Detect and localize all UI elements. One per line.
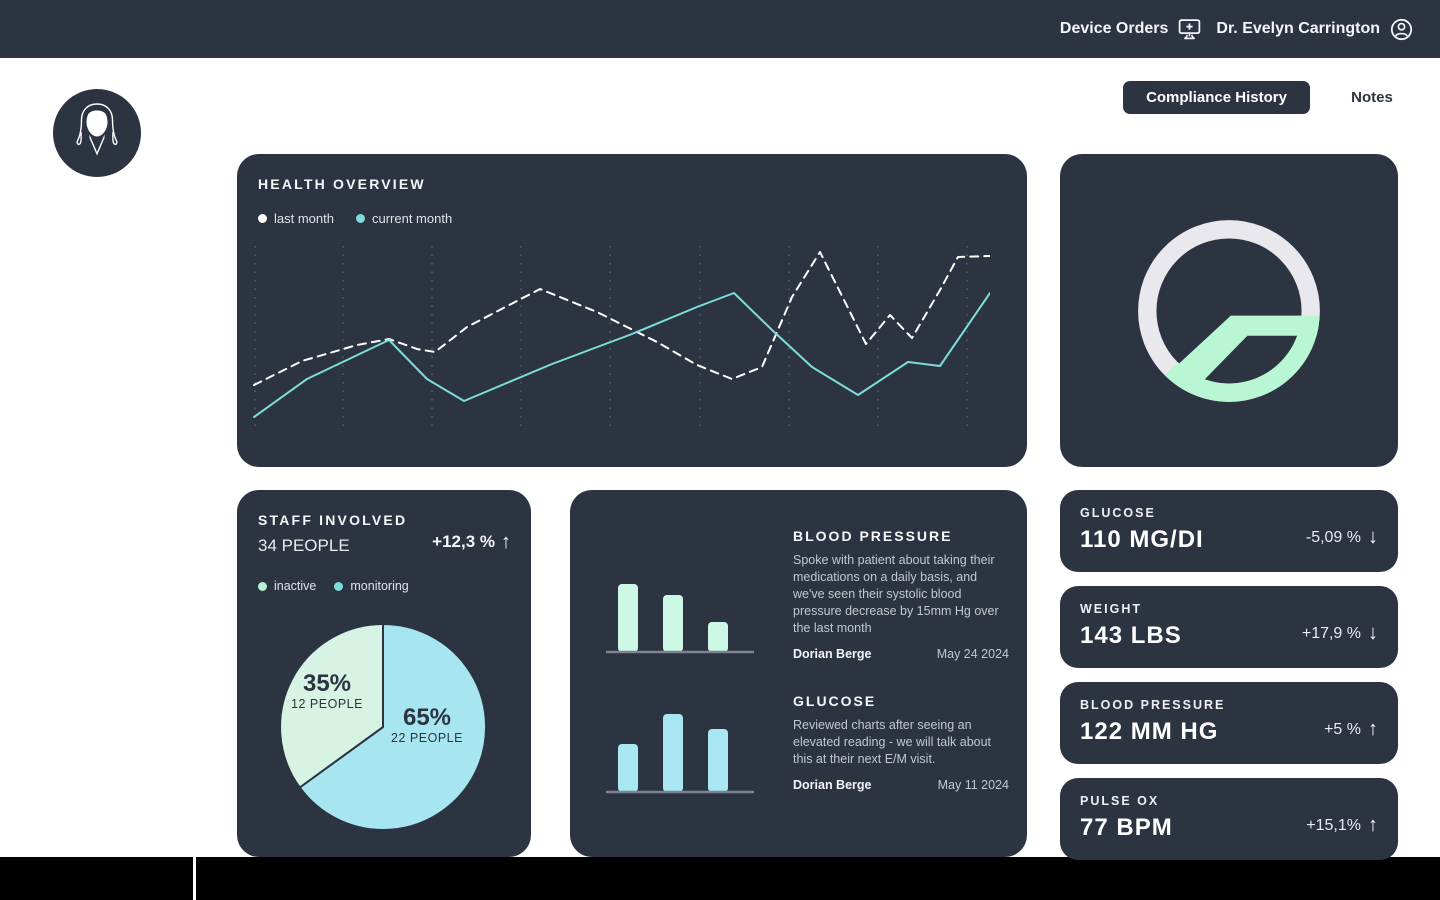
trend-up-icon: ↑ bbox=[1368, 814, 1378, 836]
vital-delta: -5,09 % ↓ bbox=[1306, 490, 1378, 572]
legend-monitoring: monitoring bbox=[334, 579, 409, 593]
legend-inactive: inactive bbox=[258, 579, 316, 593]
clinician-notes-card: BLOOD PRESSURE Spoke with patient about … bbox=[570, 490, 1027, 857]
bottom-bar-left-segment bbox=[0, 857, 193, 900]
vital-delta-value: +15,1% bbox=[1306, 817, 1361, 834]
monitoring-label: monitoring bbox=[350, 579, 409, 593]
doctor-account-menu[interactable]: Dr. Evelyn Carrington bbox=[1216, 17, 1414, 42]
pie-label-inactive: 35% 12 PEOPLE bbox=[291, 669, 363, 712]
top-navbar: Device Orders Dr. Evelyn Carrington bbox=[0, 0, 1440, 58]
trend-down-icon: ↓ bbox=[1368, 526, 1378, 548]
vital-delta: +17,9 % ↓ bbox=[1302, 586, 1378, 668]
user-circle-icon bbox=[1390, 18, 1413, 40]
health-overview-chart bbox=[253, 246, 990, 430]
note-author: Dorian Berge bbox=[793, 647, 872, 661]
staff-involved-title: STAFF INVOLVED bbox=[258, 512, 408, 528]
note-date: May 11 2024 bbox=[937, 778, 1009, 792]
vital-label: GLUCOSE bbox=[1080, 506, 1156, 520]
vital-label: WEIGHT bbox=[1080, 602, 1142, 616]
vital-card-weight[interactable]: WEIGHT 143 LBS +17,9 % ↓ bbox=[1060, 586, 1398, 668]
notes-tab[interactable]: Notes bbox=[1351, 89, 1393, 106]
staff-delta: +12,3 % ↑ bbox=[432, 532, 511, 552]
vital-delta-value: +5 % bbox=[1324, 721, 1361, 738]
brand-logo-card bbox=[1060, 154, 1398, 467]
health-overview-legend: last month current month bbox=[258, 211, 452, 226]
vital-label: BLOOD PRESSURE bbox=[1080, 698, 1226, 712]
inactive-dot-icon bbox=[258, 581, 267, 591]
vital-delta: +15,1% ↑ bbox=[1306, 778, 1378, 860]
vital-value: 143 LBS bbox=[1080, 622, 1182, 649]
patient-avatar[interactable] bbox=[53, 89, 141, 177]
staff-legend: inactive monitoring bbox=[258, 579, 409, 593]
bp-bars bbox=[606, 584, 754, 654]
medical-monitor-icon bbox=[1179, 18, 1201, 39]
trend-down-icon: ↓ bbox=[1368, 622, 1378, 644]
vital-label: PULSE OX bbox=[1080, 794, 1160, 808]
vital-card-blood-pressure[interactable]: BLOOD PRESSURE 122 MM HG +5 % ↑ bbox=[1060, 682, 1398, 764]
staff-count: 34 PEOPLE bbox=[258, 536, 350, 555]
device-orders-menu[interactable]: Device Orders bbox=[1060, 17, 1203, 42]
last-month-dot-icon bbox=[258, 214, 267, 223]
legend-current-month: current month bbox=[355, 211, 453, 226]
device-orders-label: Device Orders bbox=[1059, 20, 1169, 37]
note-body: Reviewed charts after seeing an elevated… bbox=[793, 718, 992, 766]
note-title: BLOOD PRESSURE bbox=[793, 528, 953, 544]
trend-up-icon: ↑ bbox=[501, 531, 511, 553]
inactive-label: inactive bbox=[274, 579, 317, 593]
note-entry-glucose: GLUCOSE Reviewed charts after seeing an … bbox=[793, 693, 1009, 792]
vital-delta-value: -5,09 % bbox=[1305, 529, 1361, 546]
inactive-count: 12 PEOPLE bbox=[291, 697, 363, 712]
vital-delta-value: +17,9 % bbox=[1301, 625, 1361, 642]
doctor-name-label: Dr. Evelyn Carrington bbox=[1216, 20, 1380, 37]
health-overview-card: HEALTH OVERVIEW last month current month bbox=[237, 154, 1027, 467]
compliance-history-button[interactable]: Compliance History bbox=[1123, 81, 1310, 114]
note-entry-blood-pressure: BLOOD PRESSURE Spoke with patient about … bbox=[793, 528, 1009, 661]
note-author: Dorian Berge bbox=[793, 778, 872, 792]
health-overview-title: HEALTH OVERVIEW bbox=[258, 176, 426, 192]
vital-card-glucose[interactable]: GLUCOSE 110 MG/DI -5,09 % ↓ bbox=[1060, 490, 1398, 572]
vital-value: 122 MM HG bbox=[1080, 718, 1219, 745]
vital-card-pulse-ox[interactable]: PULSE OX 77 BPM +15,1% ↑ bbox=[1060, 778, 1398, 860]
staff-pie-chart bbox=[279, 623, 488, 831]
vital-value: 77 BPM bbox=[1080, 814, 1173, 841]
inactive-percent: 35% bbox=[302, 669, 352, 697]
brand-logo bbox=[1138, 219, 1320, 402]
current-month-label: current month bbox=[371, 211, 453, 226]
pie-label-monitoring: 65% 22 PEOPLE bbox=[391, 703, 463, 746]
glucose-bars bbox=[606, 714, 754, 794]
staff-delta-value: +12,3 % bbox=[432, 532, 495, 551]
bottom-bar-right-segment bbox=[196, 857, 1440, 900]
legend-last-month: last month bbox=[258, 211, 334, 226]
vital-value: 110 MG/DI bbox=[1080, 526, 1204, 553]
monitoring-count: 22 PEOPLE bbox=[391, 731, 463, 746]
vital-delta: +5 % ↑ bbox=[1324, 682, 1378, 764]
trend-up-icon: ↑ bbox=[1368, 718, 1378, 740]
note-body: Spoke with patient about taking their me… bbox=[793, 553, 999, 635]
monitoring-percent: 65% bbox=[402, 703, 452, 731]
last-month-label: last month bbox=[274, 211, 334, 226]
note-date: May 24 2024 bbox=[936, 647, 1009, 661]
monitoring-dot-icon bbox=[334, 581, 344, 591]
current-month-dot-icon bbox=[355, 214, 365, 223]
staff-involved-card: STAFF INVOLVED 34 PEOPLE +12,3 % ↑ inact… bbox=[237, 490, 531, 857]
note-title: GLUCOSE bbox=[793, 693, 877, 709]
